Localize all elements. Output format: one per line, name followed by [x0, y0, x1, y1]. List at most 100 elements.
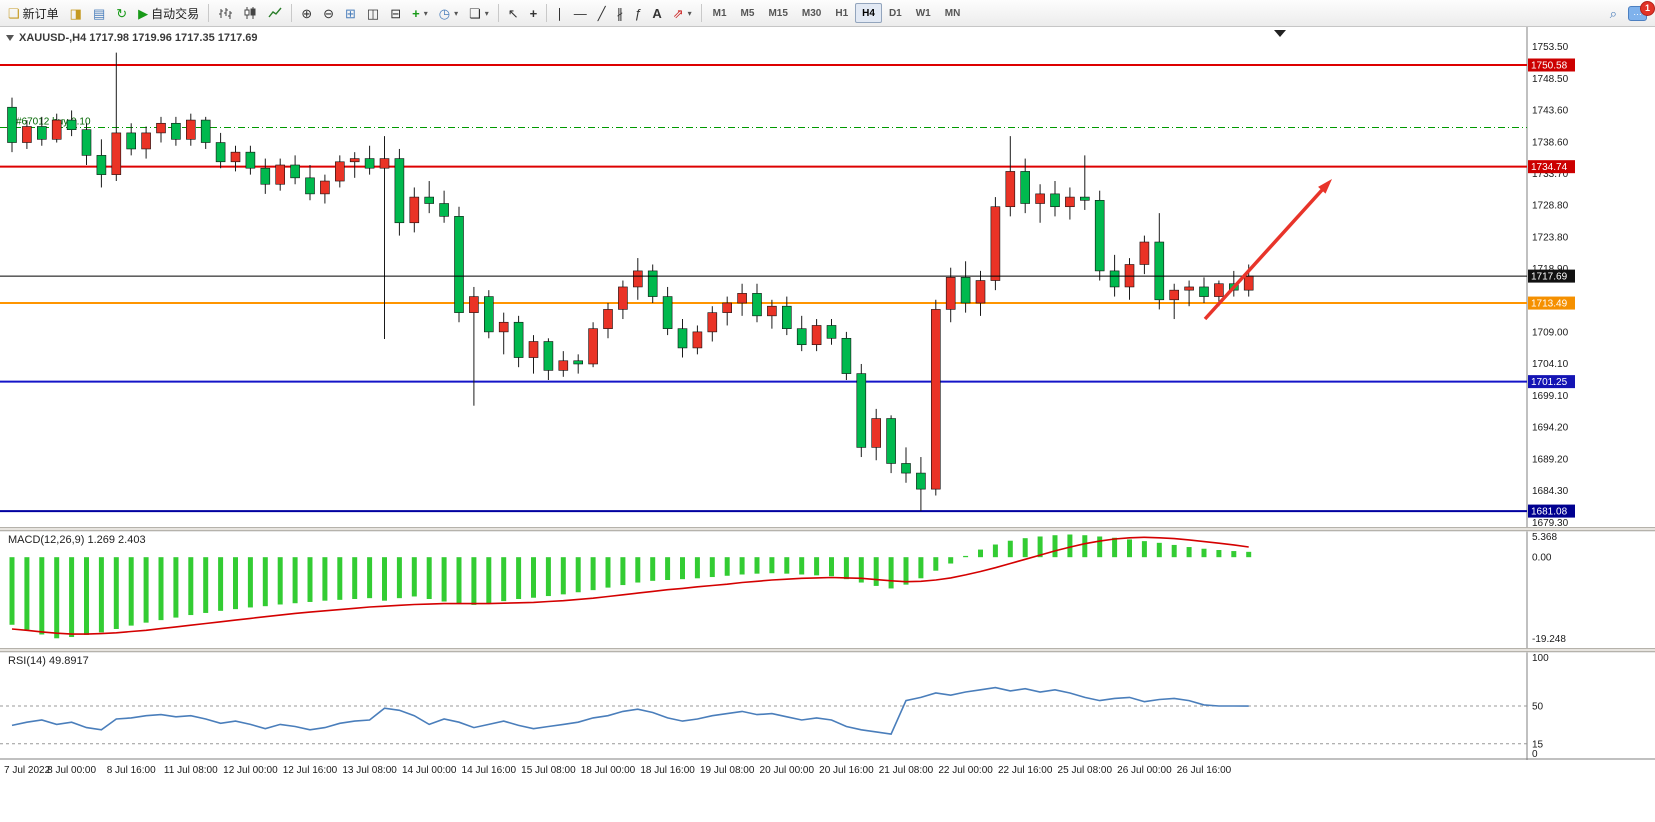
chevron-down-icon: ▾: [423, 8, 428, 18]
timeframe-m15[interactable]: M15: [761, 3, 794, 23]
cascade-windows-icon: ⊟: [390, 5, 402, 21]
trend-arrow[interactable]: [1203, 179, 1332, 321]
timeframe-h4[interactable]: H4: [855, 3, 882, 24]
svg-text:20 Jul 00:00: 20 Jul 00:00: [760, 765, 815, 776]
arrows-tool-icon: ⇗: [672, 5, 684, 21]
zoom-out-icon: ⊖: [323, 5, 334, 21]
svg-text:1750.58: 1750.58: [1531, 60, 1568, 71]
charts-window-button[interactable]: ◨: [65, 2, 87, 24]
chart-window: 1753.50 1748.50 1743.60 1738.60 1733.70 1728.…: [0, 27, 1655, 780]
bid-price-badge: [1528, 269, 1575, 283]
svg-text:1713.49: 1713.49: [1531, 299, 1568, 310]
timeframe-mn[interactable]: MN: [938, 3, 968, 23]
candlestick-chart-icon: [244, 7, 256, 19]
vertical-line-icon: ∣: [556, 5, 563, 21]
profiles-button[interactable]: ▤: [88, 2, 110, 24]
svg-text:1718.90: 1718.90: [1532, 264, 1569, 275]
svg-text:13 Jul 08:00: 13 Jul 08:00: [342, 765, 397, 776]
fibonacci-button[interactable]: ƒ: [629, 2, 646, 24]
svg-text:5.368: 5.368: [1532, 532, 1557, 543]
trendline-icon: ╱: [597, 5, 606, 21]
bar-chart-button[interactable]: [213, 2, 237, 24]
search-button[interactable]: ⌕: [1605, 2, 1622, 24]
cascade-windows-button[interactable]: ⊟: [385, 2, 406, 24]
rsi-label: RSI(14) 49.8917: [8, 655, 89, 667]
macd-panel[interactable]: 5.368 0.00 -19.248 MACD(12,26,9) 1.269 2.40…: [0, 531, 1655, 648]
periods-button[interactable]: ◷ ▾: [434, 2, 463, 24]
horizontal-level-lines[interactable]: 1750.58 1734.74 1713.49 1701.25 1681.08: [0, 58, 1575, 518]
macd-histogram: [9, 534, 1252, 639]
channel-button[interactable]: ∦: [612, 2, 629, 24]
grid-button[interactable]: ⊞: [340, 2, 361, 24]
svg-text:14 Jul 00:00: 14 Jul 00:00: [402, 765, 457, 776]
svg-text:1709.00: 1709.00: [1532, 327, 1569, 338]
rsi-line: [11, 686, 1249, 735]
zoom-in-button[interactable]: ⊕: [296, 2, 317, 24]
indicators-add-icon: +: [412, 5, 420, 21]
timeframe-d1[interactable]: D1: [882, 3, 909, 23]
messages-button[interactable]: … 1: [1623, 1, 1655, 24]
indicators-button[interactable]: + ▾: [407, 2, 433, 24]
chart-shift-marker[interactable]: [1274, 30, 1286, 37]
bar-chart-icon: [219, 8, 233, 19]
line-chart-button[interactable]: [263, 2, 287, 24]
fibonacci-icon: ƒ: [634, 5, 642, 21]
svg-text:1734.74: 1734.74: [1531, 162, 1568, 173]
price-axis[interactable]: 1753.50 1748.50 1743.60 1738.60 1733.70 1728.…: [1532, 42, 1569, 527]
text-tool-button[interactable]: A: [647, 2, 666, 24]
candlestick-chart-button[interactable]: [238, 2, 262, 24]
svg-text:21 Jul 08:00: 21 Jul 08:00: [879, 765, 934, 776]
zoom-out-button[interactable]: ⊖: [318, 2, 339, 24]
cursor-button[interactable]: ↖: [503, 2, 524, 24]
svg-text:7 Jul 2022: 7 Jul 2022: [4, 765, 51, 776]
crosshair-icon: +: [529, 5, 538, 21]
rsi-panel[interactable]: 100 50 150 RSI(14) 49.8917: [0, 652, 1655, 760]
refresh-button[interactable]: ↻: [111, 2, 132, 24]
trendline-button[interactable]: ╱: [593, 2, 611, 24]
svg-text:1694.20: 1694.20: [1532, 422, 1569, 433]
templates-button[interactable]: ❏ ▾: [464, 2, 494, 24]
svg-text:1723.80: 1723.80: [1532, 232, 1569, 243]
timeframe-m30[interactable]: M30: [795, 3, 828, 23]
horizontal-line-button[interactable]: ―: [569, 2, 592, 24]
svg-text:14 Jul 16:00: 14 Jul 16:00: [462, 765, 517, 776]
svg-text:1753.50: 1753.50: [1532, 42, 1569, 53]
arrows-tool-button[interactable]: ⇗ ▾: [668, 2, 697, 24]
channel-icon: ∦: [616, 5, 624, 21]
svg-text:26 Jul 00:00: 26 Jul 00:00: [1117, 765, 1172, 776]
candles: [7, 52, 1254, 511]
crosshair-button[interactable]: +: [525, 2, 543, 24]
svg-text:100: 100: [1532, 653, 1549, 664]
new-order-button[interactable]: ❏ 新订单: [3, 2, 64, 24]
svg-text:1699.10: 1699.10: [1532, 391, 1569, 402]
autotrading-button[interactable]: ▶ 自动交易: [133, 2, 204, 24]
svg-text:1743.60: 1743.60: [1532, 105, 1569, 116]
toolbar-separator: [291, 4, 293, 22]
macd-signal-line: [11, 536, 1249, 635]
timeframe-m5[interactable]: M5: [734, 3, 762, 23]
svg-text:25 Jul 08:00: 25 Jul 08:00: [1058, 765, 1113, 776]
macd-label: MACD(12,26,9) 1.269 2.403: [8, 534, 146, 546]
timeframe-w1[interactable]: W1: [909, 3, 938, 23]
toolbar-separator: [700, 4, 702, 22]
profiles-icon: ▤: [92, 5, 106, 21]
autotrade-play-icon: ▶: [138, 5, 149, 21]
zoom-in-icon: ⊕: [301, 5, 313, 21]
chart-collapse-icon[interactable]: [6, 35, 14, 41]
refresh-icon: ↻: [116, 5, 128, 21]
vertical-line-button[interactable]: ∣: [551, 2, 568, 24]
timeframe-m1[interactable]: M1: [706, 3, 734, 23]
timeframe-h1[interactable]: H1: [828, 3, 855, 23]
price-chart-panel[interactable]: 1753.50 1748.50 1743.60 1738.60 1733.70 1728.…: [0, 27, 1655, 527]
svg-text:1689.20: 1689.20: [1532, 454, 1569, 465]
svg-text:1748.50: 1748.50: [1532, 74, 1569, 85]
svg-text:18 Jul 00:00: 18 Jul 00:00: [581, 765, 636, 776]
tile-windows-button[interactable]: ◫: [362, 2, 384, 24]
svg-text:12 Jul 16:00: 12 Jul 16:00: [283, 765, 338, 776]
svg-text:19 Jul 08:00: 19 Jul 08:00: [700, 765, 755, 776]
new-order-label: 新订单: [22, 6, 59, 21]
main-toolbar: ❏ 新订单 ◨ ▤ ↻ ▶ 自动交易 ⊕ ⊖ ⊞: [0, 0, 1655, 27]
line-chart-icon: [268, 7, 282, 18]
svg-text:1684.30: 1684.30: [1532, 486, 1569, 497]
